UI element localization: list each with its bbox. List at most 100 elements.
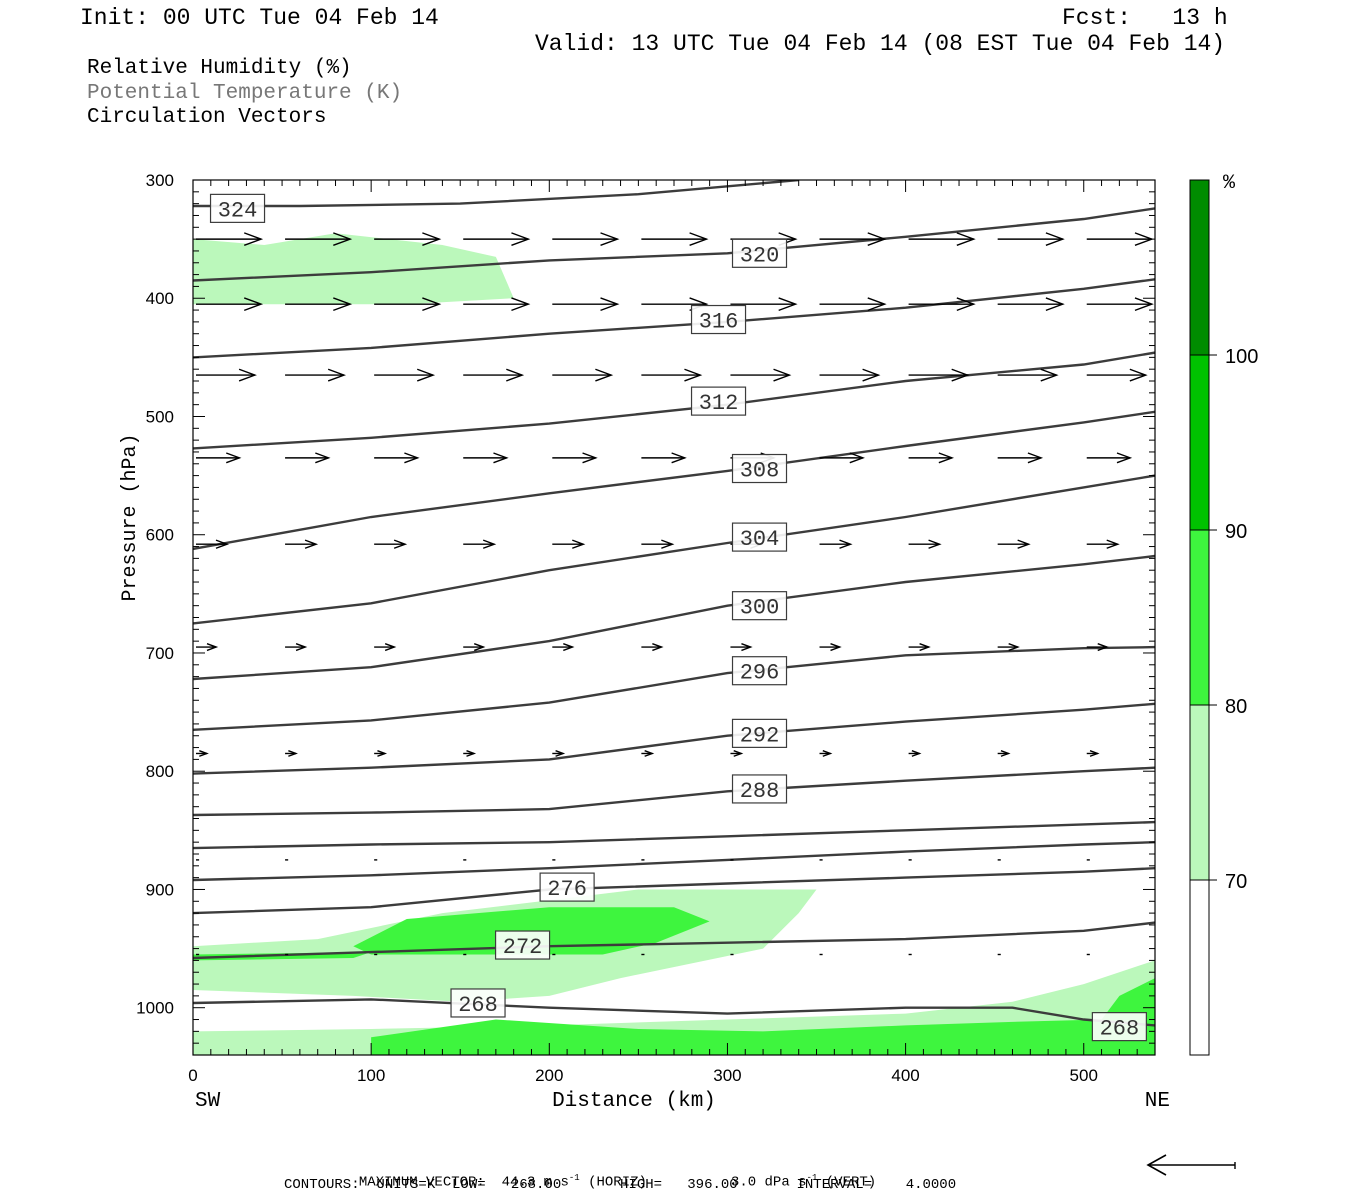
vector-head [1000,750,1011,757]
theta-contour-288-9 [193,766,1155,817]
contour-label: 324 [218,198,258,223]
vector-head [563,643,575,652]
vectors-title: Circulation Vectors [87,106,327,129]
x-tick-label: 400 [891,1066,919,1085]
contour-label: 308 [740,459,780,484]
contour-label: 268 [458,993,498,1018]
vector-head [582,452,598,464]
vector-head [555,750,566,757]
contour-label: 268 [1100,1017,1140,1042]
contour-label-box [731,591,788,621]
y-tick-label: 700 [146,644,174,663]
max-horiz-value: 44.3 m s [501,1174,569,1191]
contour-label: 312 [699,391,739,416]
theta-contour-292-8 [193,702,1155,775]
x-tick-label: 300 [713,1066,741,1085]
vector-head [511,297,531,312]
y-tick-label: 300 [146,171,174,190]
vector-head [493,452,509,464]
sw-label: SW [195,1090,221,1113]
contour-label-box [450,988,506,1018]
theta-contour-300-6 [193,554,1155,681]
horiz-exponent: -1 [568,1173,580,1183]
colorbar-label: 90 [1225,521,1247,543]
contour-label: 292 [740,723,780,748]
contour-label-box [690,304,747,335]
vert-tag: (VERT) [825,1174,877,1191]
max-vert-value: 3.0 dPa s [730,1174,807,1191]
vector-head [733,750,744,757]
contour-label-box [494,930,551,960]
vector-head [238,368,257,382]
contour-label-box [539,872,595,902]
theta-contour-304-5 [193,474,1155,625]
colorbar-segment-3 [1189,354,1210,531]
vector-head [304,539,319,549]
rh80-region-2 [371,978,1155,1055]
vector-head [867,297,887,312]
vector-head [671,452,687,464]
contour-label: 320 [740,243,780,268]
theta-contour-320-1 [193,207,1155,282]
vector-head [839,539,853,549]
max-vector-label: MAXIMUM VECTOR: [358,1174,485,1191]
vector-head [199,750,209,757]
vector-head [1008,643,1020,652]
contour-label-box [731,656,788,686]
rh-title: Relative Humidity (%) [87,57,352,80]
vector-head [333,232,353,246]
colorbar-segment-4 [1189,179,1210,356]
vector-head [393,539,408,549]
vector-head [661,539,675,549]
reference-vector-arrow [1146,1154,1236,1176]
vector-head [1134,297,1154,312]
forecast-hour: Fcst: 13 h [1062,5,1228,31]
vector-head [422,297,442,312]
vector-head [243,297,264,312]
vector-head [911,750,922,757]
vector-head [928,539,942,549]
y-axis-label: Pressure (hPa) [119,433,142,601]
contour-label: 296 [740,661,780,686]
theta-title: Potential Temperature (K) [87,82,403,105]
vector-head [226,452,242,464]
x-tick-label: 500 [1070,1066,1098,1085]
vector-head [1017,539,1031,549]
vector-head [1045,297,1065,312]
theta-contour-268-14 [193,998,1155,1027]
vector-head [956,232,976,246]
vector-head [938,452,955,464]
vector-head [473,643,486,652]
contour-label-box [731,774,788,804]
colorbar-label: 80 [1225,696,1247,718]
vector-head [333,297,353,312]
vector-head [600,232,620,246]
vector-head [506,368,525,382]
x-axis-label: Distance (km) [552,1090,716,1113]
x-tick-label: 0 [188,1066,197,1085]
init-time: Init: 00 UTC Tue 04 Feb 14 [80,5,439,31]
vector-head [295,643,308,652]
colorbar-segment-1 [1189,704,1210,881]
contour-label-box [731,718,788,748]
theta-contour-308-4 [193,410,1155,551]
y-tick-label: 500 [146,407,174,426]
y-tick-label: 800 [146,762,174,781]
vector-head [778,297,798,312]
contour-label: 272 [503,935,543,960]
vector-head [956,297,976,312]
contour-label-box [731,522,788,552]
vector-head [951,368,970,382]
vector-head [1129,368,1148,382]
y-tick-label: 600 [146,526,174,545]
contours-info: CONTOURS: UNITS=K LOW= 268.00 HIGH= 396.… [284,1177,957,1193]
vector-head [416,368,436,382]
vector-head [1089,750,1100,757]
contour-label-box [209,193,266,223]
theta-contour-unlabeled-10 [193,820,1155,850]
vector-head [315,452,331,464]
vector-head [1027,452,1044,464]
vector-head [919,643,931,652]
vector-head [384,643,397,652]
vector-head [644,750,655,757]
